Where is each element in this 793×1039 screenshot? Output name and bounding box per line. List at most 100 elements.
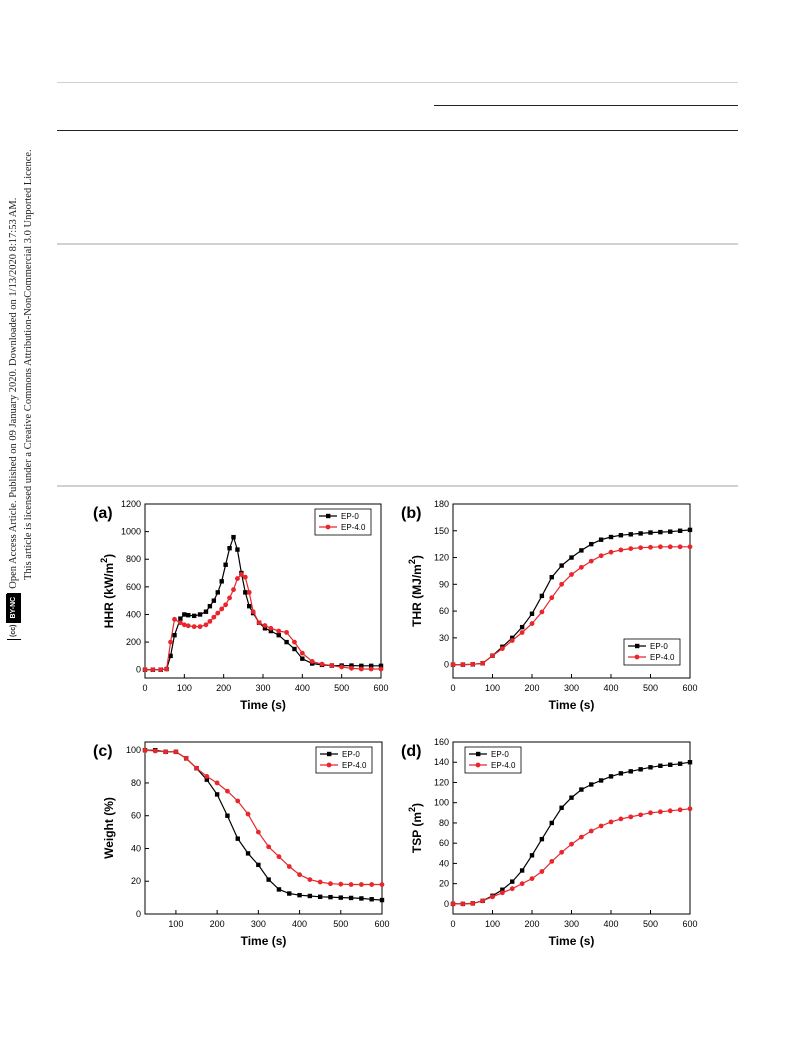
data-point bbox=[628, 532, 633, 537]
panel-label: (c) bbox=[93, 743, 113, 760]
data-point bbox=[589, 782, 594, 787]
data-point bbox=[317, 879, 323, 885]
x-tick-label: 600 bbox=[682, 683, 697, 693]
data-point bbox=[638, 767, 643, 772]
data-point bbox=[276, 854, 282, 860]
data-point bbox=[618, 533, 624, 538]
data-point bbox=[164, 666, 170, 672]
top-rule bbox=[57, 82, 738, 83]
data-point bbox=[203, 622, 209, 628]
data-point bbox=[369, 882, 375, 887]
legend-marker bbox=[475, 762, 481, 768]
data-point bbox=[292, 646, 297, 652]
series-ep-4-0 bbox=[142, 572, 384, 673]
data-point bbox=[667, 808, 673, 814]
legend-label: EP-4.0 bbox=[341, 523, 366, 532]
data-point bbox=[152, 748, 158, 754]
x-tick-label: 300 bbox=[564, 683, 579, 693]
chart-a: (a) 0 100 200 300 400 500 600 0 200 400 600 800 1000 1… bbox=[93, 499, 389, 712]
data-point bbox=[235, 547, 240, 552]
data-point bbox=[638, 531, 643, 536]
data-point bbox=[276, 887, 282, 892]
data-point bbox=[172, 616, 177, 622]
legend: EP-0 EP-4.0 bbox=[464, 746, 522, 774]
data-point bbox=[339, 664, 345, 670]
data-point bbox=[246, 589, 252, 595]
data-point bbox=[369, 897, 374, 902]
data-point bbox=[219, 606, 225, 612]
y-tick-label: 160 bbox=[434, 737, 449, 747]
x-tick-label: 500 bbox=[643, 919, 658, 929]
legend-marker bbox=[326, 513, 331, 519]
series-ep-0 bbox=[142, 534, 384, 672]
data-point bbox=[338, 881, 344, 887]
data-point bbox=[677, 807, 683, 813]
series-line bbox=[145, 535, 381, 671]
data-point bbox=[667, 544, 673, 550]
data-point bbox=[519, 881, 525, 887]
data-point bbox=[348, 895, 354, 901]
data-point bbox=[687, 760, 693, 765]
x-axis-label: Time (s) bbox=[241, 934, 287, 948]
data-point bbox=[349, 663, 354, 668]
series-ep-0 bbox=[450, 760, 693, 907]
data-point bbox=[628, 546, 634, 552]
data-point bbox=[638, 812, 644, 818]
x-tick-label: 600 bbox=[373, 683, 388, 693]
data-point bbox=[559, 805, 564, 810]
series-line bbox=[453, 761, 691, 905]
data-point bbox=[235, 798, 241, 804]
legend-label: EP-4.0 bbox=[650, 653, 675, 662]
section-rule-2 bbox=[57, 485, 738, 487]
data-point bbox=[549, 820, 554, 826]
x-tick-label: 0 bbox=[450, 683, 455, 693]
data-point bbox=[284, 639, 289, 645]
data-point bbox=[256, 620, 262, 626]
x-tick-label: 500 bbox=[333, 919, 348, 929]
y-tick-label: 120 bbox=[434, 777, 449, 787]
data-point bbox=[648, 530, 653, 535]
data-point bbox=[319, 661, 325, 667]
data-point bbox=[549, 858, 555, 864]
x-tick-label: 300 bbox=[255, 683, 270, 693]
y-tick-label: 1200 bbox=[121, 499, 141, 509]
data-point bbox=[358, 666, 364, 672]
data-point bbox=[227, 595, 232, 601]
data-point bbox=[172, 632, 177, 638]
y-tick-label: 60 bbox=[439, 606, 449, 616]
x-tick-label: 200 bbox=[524, 683, 539, 693]
data-point bbox=[668, 762, 673, 767]
y-tick-label: 30 bbox=[439, 633, 449, 643]
data-point bbox=[225, 788, 230, 794]
data-point bbox=[197, 612, 203, 617]
data-point bbox=[579, 787, 584, 792]
y-axis-label: HHR (kW/m2) bbox=[99, 554, 116, 628]
table-mid-rule bbox=[57, 130, 738, 131]
data-point bbox=[687, 806, 693, 812]
data-point bbox=[284, 630, 289, 635]
legend-label: EP-4.0 bbox=[342, 761, 367, 770]
data-point bbox=[378, 663, 384, 669]
legend-box bbox=[623, 638, 681, 666]
legend-box bbox=[464, 746, 522, 774]
legend-label: EP-0 bbox=[491, 750, 509, 759]
data-point bbox=[235, 576, 240, 581]
data-point bbox=[500, 887, 505, 892]
data-point bbox=[227, 545, 232, 551]
y-tick-label: 0 bbox=[136, 665, 141, 675]
data-point bbox=[186, 612, 191, 618]
data-point bbox=[480, 660, 486, 666]
x-tick-label: 400 bbox=[603, 683, 618, 693]
y-tick-label: 40 bbox=[439, 858, 449, 868]
data-point bbox=[297, 872, 302, 878]
data-point bbox=[509, 886, 515, 892]
data-point bbox=[657, 544, 663, 550]
series-ep-4-0 bbox=[450, 806, 693, 907]
data-point bbox=[211, 614, 217, 620]
x-axis-label: Time (s) bbox=[549, 934, 595, 948]
data-point bbox=[178, 620, 183, 626]
data-point bbox=[247, 603, 252, 609]
legend-label: EP-0 bbox=[650, 642, 668, 651]
data-point bbox=[219, 579, 224, 584]
data-point bbox=[529, 876, 535, 881]
